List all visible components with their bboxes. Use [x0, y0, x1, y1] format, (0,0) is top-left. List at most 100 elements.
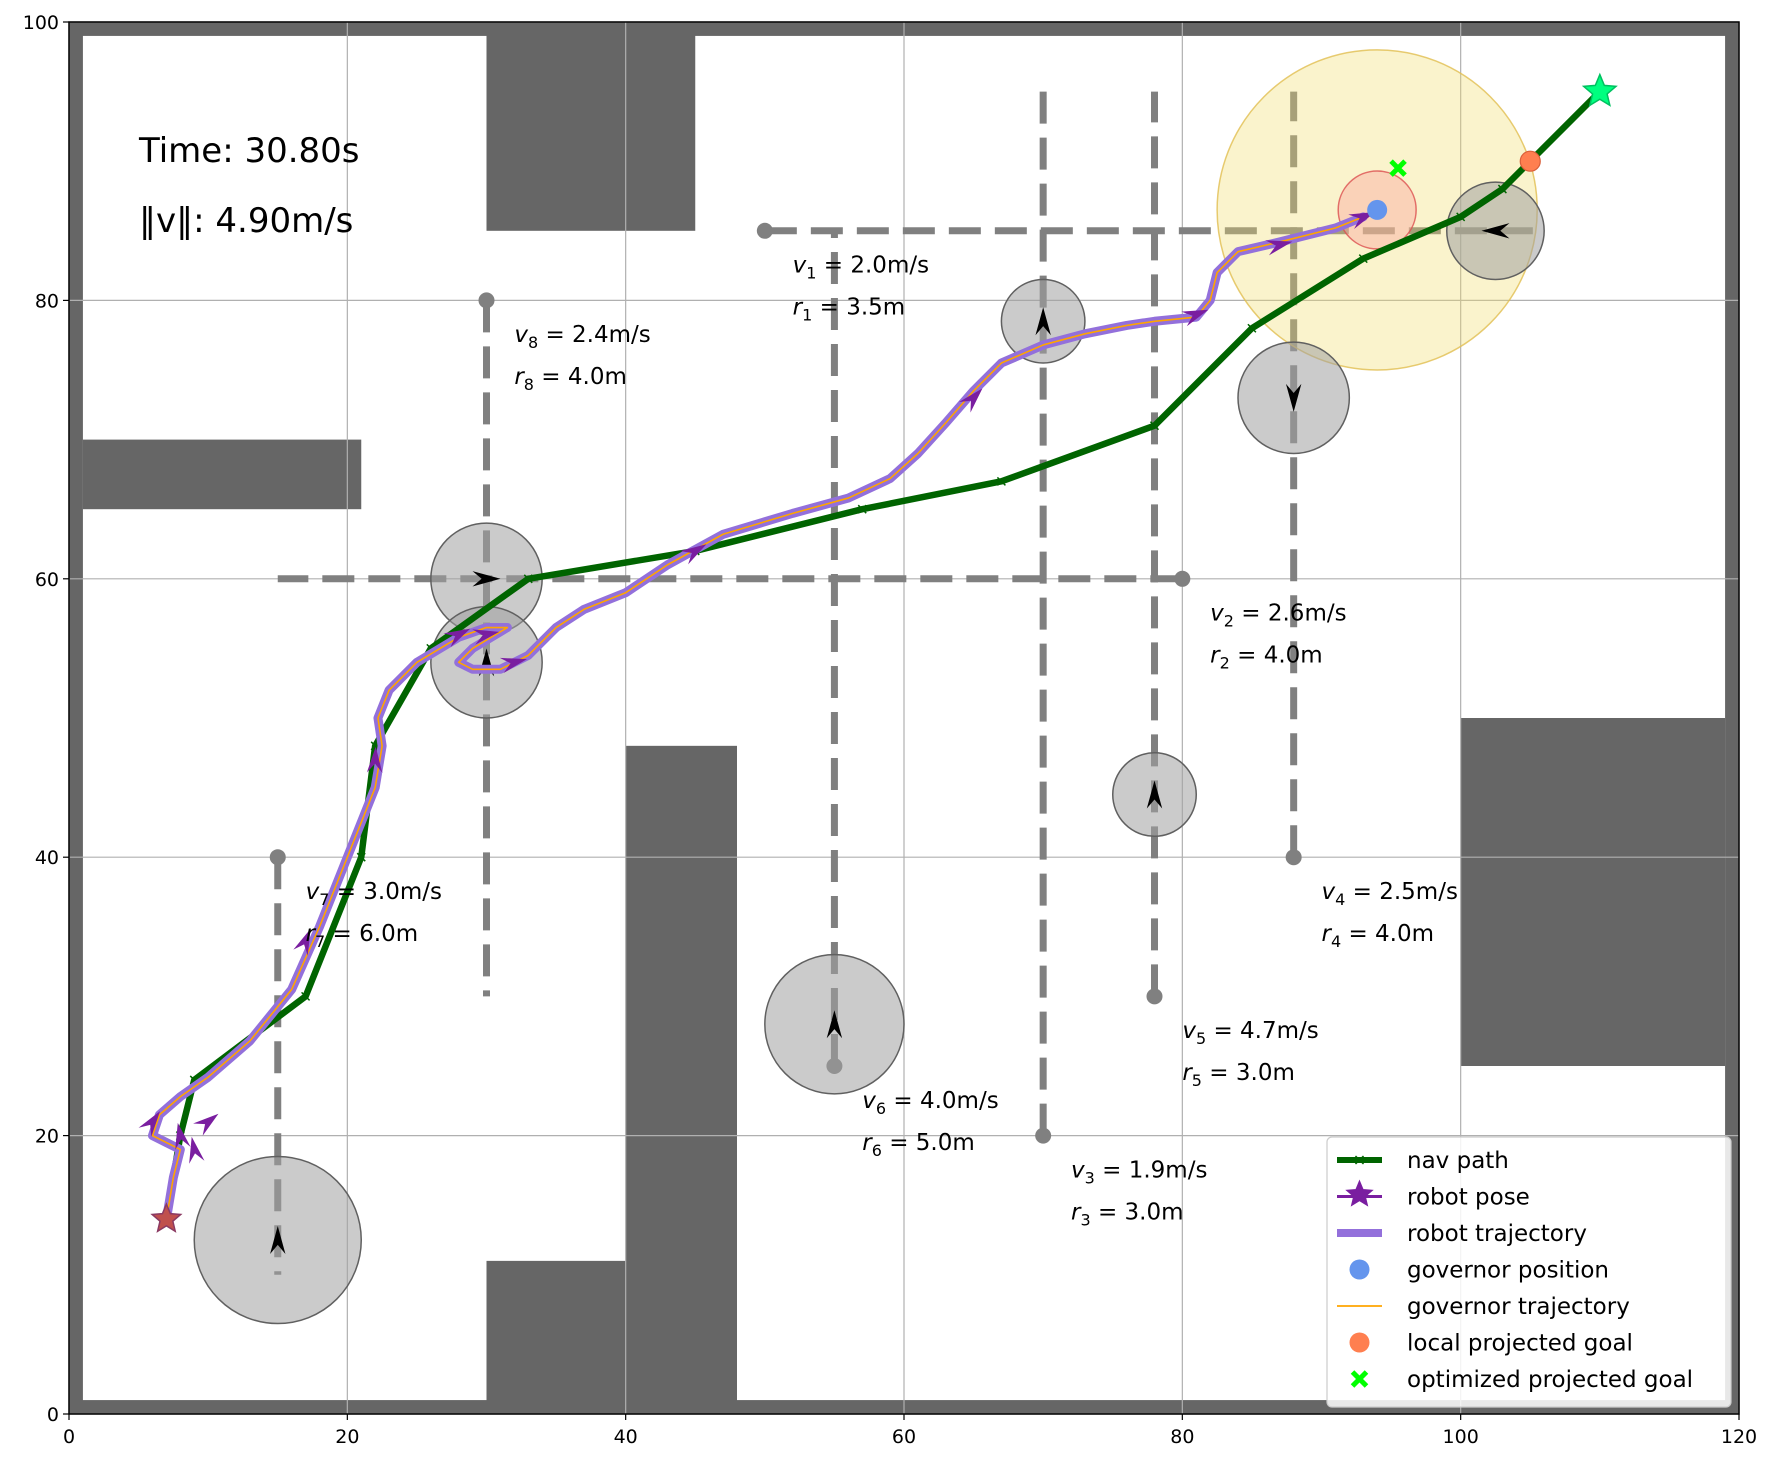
time-readout: Time: 30.80s	[138, 131, 360, 171]
nav-path-waypoint	[1497, 184, 1507, 194]
x-tick-label: 80	[1170, 1426, 1194, 1448]
x-tick-label: 60	[892, 1426, 916, 1448]
wall-block	[1725, 22, 1739, 1414]
wall-block	[1460, 718, 1726, 1066]
wall-block	[486, 22, 696, 231]
y-tick-label: 100	[23, 12, 59, 34]
robot-pose-marker	[193, 1113, 219, 1136]
legend-label: local projected goal	[1407, 1331, 1633, 1357]
legend-label: nav path	[1407, 1148, 1509, 1174]
obstacle-radius-label: r7 = 6.0m	[306, 921, 419, 951]
robot-pose-marker	[443, 628, 471, 648]
legend-swatch-nav-path-x	[1354, 1155, 1365, 1165]
track-start-dot	[269, 849, 286, 866]
obstacle-speed-label: v2 = 2.6m/s	[1210, 601, 1346, 631]
obstacle-radius-label: r3 = 3.0m	[1071, 1199, 1184, 1229]
obstacle-speed-label: v8 = 2.4m/s	[514, 322, 650, 352]
axis-ticks: 0 20 40 60 80 100 120 0 20 40 60 80 100	[23, 12, 1757, 1448]
robot-pose-marker	[472, 629, 500, 645]
wall-block	[486, 1260, 626, 1414]
obstacle-speed-label: v7 = 3.0m/s	[306, 879, 442, 909]
legend-label: optimized projected goal	[1407, 1367, 1693, 1393]
robot-pose-marker	[959, 388, 983, 413]
legend-label: robot pose	[1407, 1185, 1530, 1211]
obstacle-radius-label: r6 = 5.0m	[862, 1130, 975, 1160]
robot-pose-marker	[680, 544, 707, 565]
heading-arrow-icon	[270, 1226, 286, 1254]
wall-block	[69, 22, 83, 1414]
track-start-dot	[756, 222, 773, 239]
x-tick-label: 20	[335, 1426, 359, 1448]
obstacle-speed-label: v1 = 2.0m/s	[793, 253, 929, 283]
legend-label: governor position	[1407, 1258, 1609, 1284]
nav-path-waypoint	[857, 504, 867, 514]
track-start-dot	[1174, 570, 1191, 587]
y-tick-label: 20	[35, 1126, 59, 1148]
track-start-dot	[1285, 849, 1302, 866]
optimized-projected-goal-x	[1389, 159, 1407, 177]
goal-markers-layer	[150, 72, 1618, 1233]
nav-path-waypoint	[1247, 323, 1257, 333]
dynamic-obstacles	[193, 181, 1545, 1325]
static-obstacles	[69, 22, 1739, 1414]
robot-pose-marker	[293, 928, 311, 956]
nav-path-waypoint	[523, 574, 533, 584]
heading-arrow-icon	[1035, 307, 1051, 336]
obstacle-radius-label: r1 = 3.5m	[793, 295, 906, 325]
start-star-icon	[150, 1202, 183, 1233]
y-tick-label: 40	[35, 847, 59, 869]
y-tick-label: 80	[35, 290, 59, 312]
nav-path-waypoint	[356, 852, 366, 862]
robot-pose-marker	[1265, 240, 1293, 256]
track-start-dot	[1035, 1127, 1052, 1144]
track-start-dot	[478, 292, 495, 309]
wall-block	[82, 439, 362, 510]
local-projected-goal-dot	[1519, 150, 1541, 172]
robot-poses-layer	[138, 212, 1376, 1164]
legend-swatch-local-projected-goal	[1349, 1332, 1370, 1353]
legend-swatch-optimized-projected-goal	[1350, 1370, 1369, 1388]
wall-block	[625, 745, 737, 1414]
x-tick-label: 120	[1721, 1426, 1757, 1448]
legend-box	[1326, 1136, 1732, 1408]
obstacle-radius-label: r5 = 3.0m	[1182, 1060, 1295, 1090]
y-tick-label: 60	[35, 569, 59, 591]
obstacle-radius-label: r4 = 4.0m	[1322, 921, 1435, 951]
nav-path-waypoint	[1358, 254, 1368, 264]
y-tick-label: 0	[47, 1404, 59, 1426]
governor-position-dot	[1367, 199, 1388, 220]
heading-arrow-icon	[1481, 223, 1510, 239]
obstacle-radius-label: r8 = 4.0m	[514, 364, 627, 394]
obstacle-speed-label: v6 = 4.0m/s	[862, 1088, 998, 1118]
robot-pose-marker	[175, 1122, 191, 1150]
heading-arrow-icon	[1146, 780, 1163, 809]
legend-swatch-governor-position	[1349, 1259, 1370, 1280]
robot-pose-marker	[1348, 212, 1376, 229]
x-tick-label: 100	[1443, 1426, 1479, 1448]
x-tick-label: 0	[63, 1426, 75, 1448]
legend-swatch-robot-pose-star	[1345, 1179, 1374, 1207]
legend-label: governor trajectory	[1407, 1294, 1630, 1320]
obstacle-labels: v1 = 2.0m/s r1 = 3.5m v2 = 2.6m/s r2 = 4.0m…	[306, 253, 1458, 1230]
obstacle-speed-label: v4 = 2.5m/s	[1322, 879, 1458, 909]
robot-pose-marker	[366, 746, 383, 774]
nav-path-waypoint	[301, 991, 311, 1001]
nav-path-waypoint	[1456, 212, 1466, 222]
obstacle-speed-label: v3 = 1.9m/s	[1071, 1157, 1207, 1187]
robot-pose-marker	[138, 1111, 161, 1137]
x-tick-label: 40	[614, 1426, 638, 1448]
goal-star-icon	[1581, 72, 1618, 107]
obstacle-speed-label: v5 = 4.7m/s	[1182, 1018, 1318, 1048]
robot-pose-marker	[1181, 309, 1209, 327]
speed-readout: ‖v‖: 4.90m/s	[139, 201, 353, 241]
track-start-dot	[1146, 988, 1163, 1005]
legend-label: robot trajectory	[1407, 1221, 1587, 1247]
legend: nav path robot pose robot trajectory govern…	[1326, 1136, 1732, 1408]
heading-arrow-icon	[472, 571, 501, 587]
robot-pose-marker	[499, 657, 527, 674]
robot-pose-marker	[189, 1136, 205, 1164]
nav-path-waypoint	[1149, 421, 1160, 431]
heading-arrow-icon	[826, 1010, 843, 1039]
obstacle-radius-label: r2 = 4.0m	[1210, 643, 1323, 673]
